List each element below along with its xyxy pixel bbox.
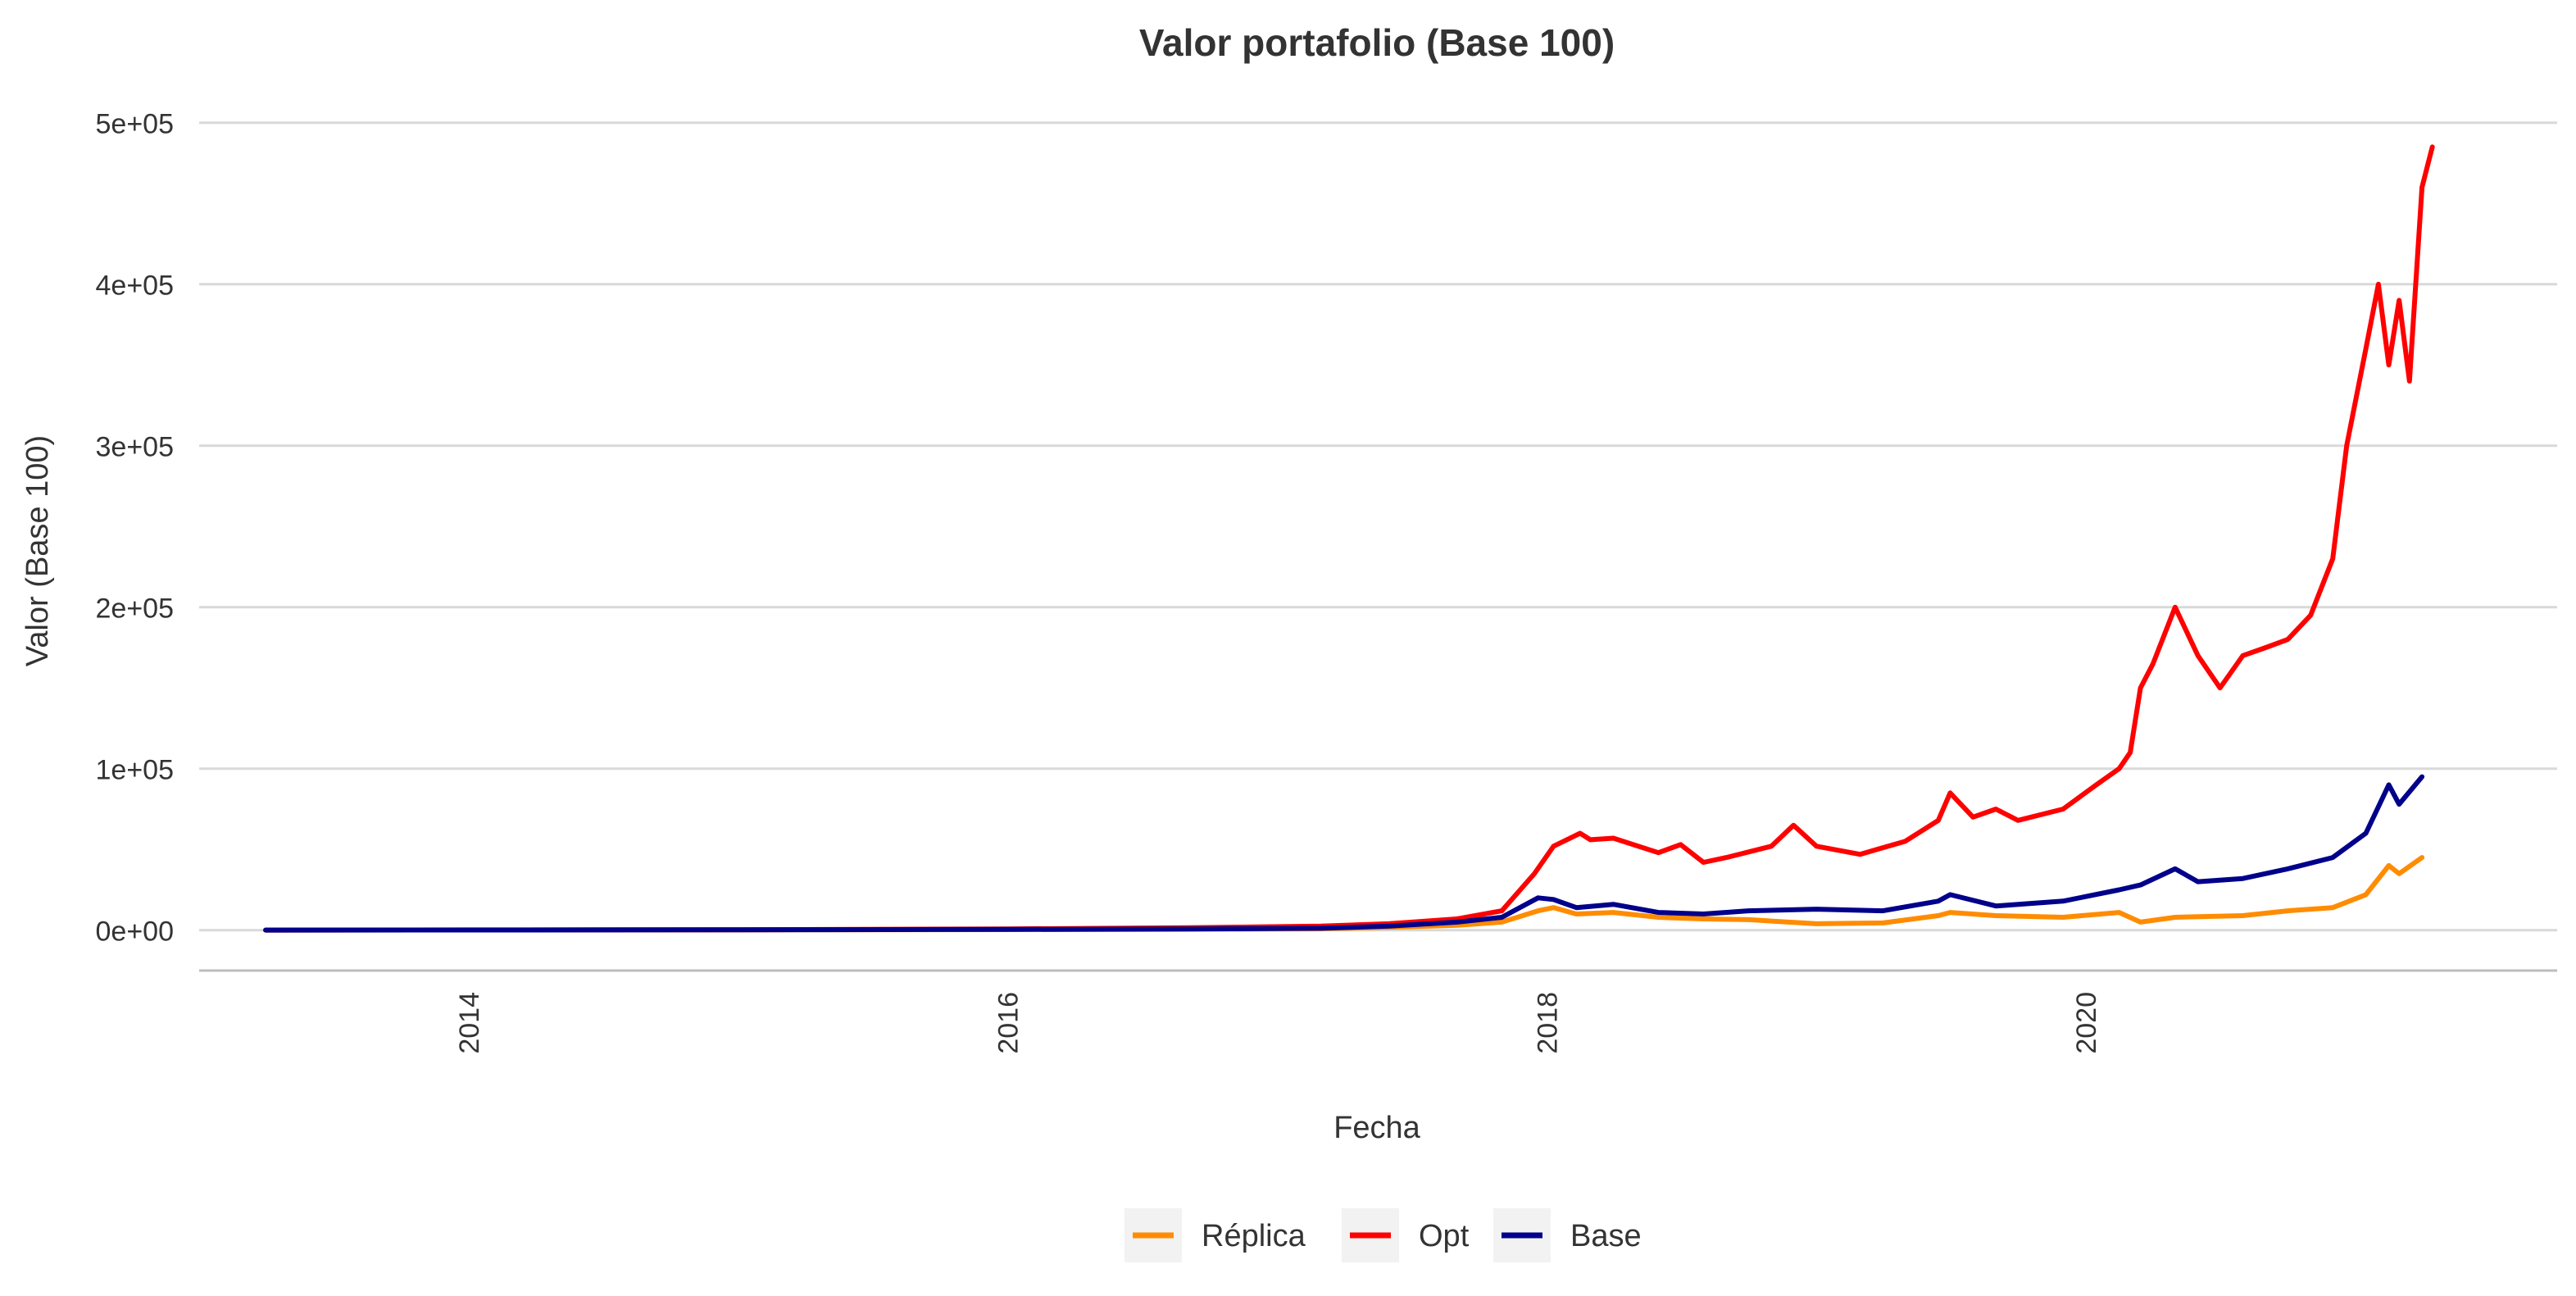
x-axis-label: Fecha <box>1333 1111 1420 1145</box>
legend-label: Opt <box>1419 1219 1470 1253</box>
y-tick-label: 3e+05 <box>96 432 175 463</box>
legend-label: Réplica <box>1202 1219 1306 1253</box>
series-line-base <box>263 774 2425 933</box>
x-tick-label: 2018 <box>1532 992 1563 1054</box>
y-axis-ticks: 0e+00 1e+05 2e+05 3e+05 4e+05 5e+05 <box>96 109 175 948</box>
x-tick-label: 2016 <box>993 992 1024 1054</box>
y-tick-label: 0e+00 <box>96 916 175 948</box>
x-tick-label: 2014 <box>454 992 485 1054</box>
y-tick-label: 5e+05 <box>96 109 175 140</box>
x-tick-label: 2020 <box>2071 992 2102 1054</box>
legend-item: Base <box>1493 1208 1642 1262</box>
y-tick-label: 1e+05 <box>96 755 175 786</box>
x-axis-ticks: 2014 2016 2018 2020 <box>454 992 2102 1054</box>
y-tick-label: 4e+05 <box>96 271 175 302</box>
series-line-opt <box>263 144 2435 933</box>
y-axis-label: Valor (Base 100) <box>20 435 55 666</box>
series-lines <box>263 144 2435 933</box>
gridlines <box>199 121 2557 932</box>
chart-title: Valor portafolio (Base 100) <box>1139 21 1615 64</box>
y-tick-label: 2e+05 <box>96 593 175 625</box>
legend: Réplica Opt Base <box>1124 1208 1642 1262</box>
legend-item: Opt <box>1342 1208 1470 1262</box>
legend-item: Réplica <box>1124 1208 1306 1262</box>
legend-label: Base <box>1570 1219 1642 1253</box>
